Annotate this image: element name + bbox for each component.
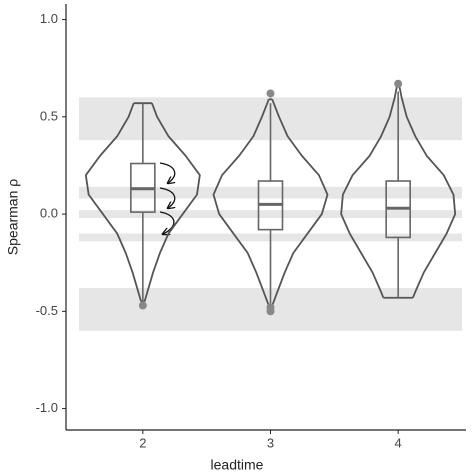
x-axis-title: leadtime [211,457,264,473]
arrows [159,162,175,234]
y-tick-label: 0.0 [40,206,58,221]
violin-side [212,98,270,306]
x-tick-label: 2 [139,435,146,450]
violin-side [340,85,398,299]
outlier [266,307,275,316]
y-axis-title: Spearman ρ [5,179,21,255]
violin-side [271,98,329,306]
arrow [159,211,175,234]
arrow [159,162,175,183]
violin-side [143,102,201,302]
outlier [394,79,403,88]
y-tick-label: -1.0 [36,400,58,415]
reference-band [79,186,462,199]
x-tick-label: 4 [395,435,402,450]
reference-band [79,210,462,218]
outlier [138,301,147,310]
y-tick-label: -0.5 [36,303,58,318]
violin-side [398,85,457,299]
y-tick-label: 1.0 [40,11,58,26]
x-tick-label: 3 [267,435,274,450]
outlier [266,89,275,98]
violin-side [84,102,142,302]
arrow [159,187,175,208]
y-tick-label: 0.5 [40,108,58,123]
